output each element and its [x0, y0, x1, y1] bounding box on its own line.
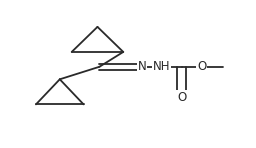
Text: O: O [197, 60, 206, 73]
Text: O: O [177, 91, 186, 104]
Text: N: N [138, 60, 146, 73]
Text: NH: NH [153, 60, 171, 73]
